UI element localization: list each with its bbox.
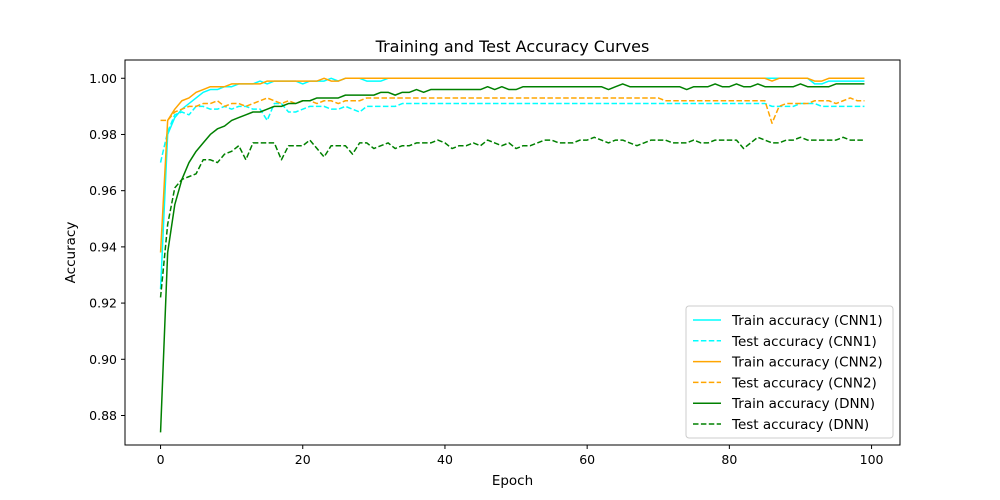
- series-line-5: [159, 83, 865, 433]
- legend-label: Train accuracy (CNN2): [731, 355, 883, 371]
- legend-label: Test accuracy (DNN): [731, 417, 869, 433]
- y-tick-label: 0.94: [89, 239, 117, 254]
- x-tick-label: 40: [437, 452, 453, 467]
- plot-area: [159, 77, 865, 433]
- x-tick-label: 80: [721, 452, 737, 467]
- y-axis: 0.88 0.90 0.92 0.94 0.96 0.98 1.00: [89, 71, 125, 423]
- series-line-3: [159, 77, 865, 253]
- series-line-4: [160, 97, 865, 124]
- y-axis-label: Accuracy: [63, 222, 79, 284]
- y-tick-label: 1.00: [89, 71, 117, 86]
- y-tick-label: 0.96: [89, 183, 117, 198]
- x-tick-label: 100: [860, 452, 884, 467]
- y-tick-label: 0.98: [89, 127, 117, 142]
- legend-label: Test accuracy (CNN2): [731, 375, 877, 391]
- legend-box: [685, 305, 894, 439]
- x-axis-label: Epoch: [492, 473, 533, 489]
- x-tick-label: 60: [579, 452, 595, 467]
- x-tick-label: 20: [295, 452, 311, 467]
- legend-label: Train accuracy (CNN1): [731, 313, 883, 329]
- x-tick-label: 0: [157, 452, 165, 467]
- plot-frame: [124, 59, 901, 446]
- y-tick-label: 0.88: [89, 408, 117, 423]
- legend-label: Train accuracy (DNN): [731, 396, 875, 412]
- legend-label: Test accuracy (CNN1): [731, 334, 877, 350]
- chart-title: Training and Test Accuracy Curves: [375, 37, 650, 56]
- x-axis: 0 20 40 60 80 100: [157, 445, 884, 467]
- y-tick-label: 0.92: [89, 296, 117, 311]
- legend: Train accuracy (CNN1) Test accuracy (CNN1…: [685, 305, 894, 439]
- y-tick-label: 0.90: [89, 352, 117, 367]
- series-line-2: [159, 102, 865, 163]
- series-line-6: [159, 136, 865, 298]
